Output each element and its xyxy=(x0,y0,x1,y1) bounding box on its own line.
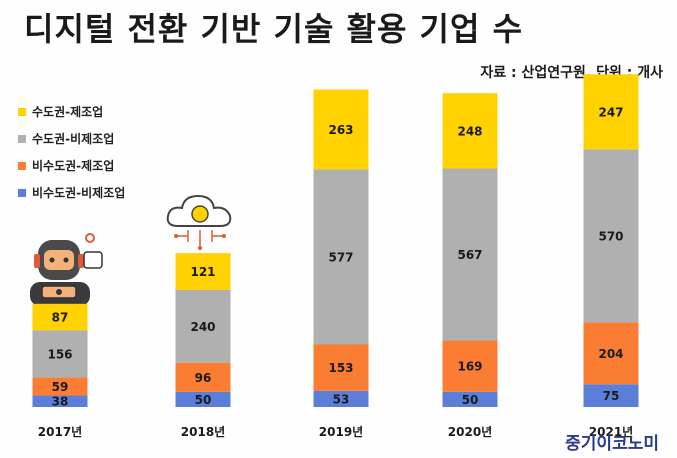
bar-segment xyxy=(175,289,231,363)
bar-segment xyxy=(313,344,369,391)
bar-segment xyxy=(32,303,88,331)
bar-segment xyxy=(583,149,639,323)
legend-item-capital-manufacturing: 수도권-제조업 xyxy=(18,98,125,125)
data-label: 153 xyxy=(328,361,353,375)
bar-segment xyxy=(442,391,498,407)
legend-swatch xyxy=(18,107,26,116)
bar-segment xyxy=(32,377,88,396)
data-label: 75 xyxy=(603,389,620,403)
data-label: 263 xyxy=(328,123,353,137)
legend-label: 비수도권-제조업 xyxy=(32,159,115,173)
x-tick-label: 2020년 xyxy=(448,425,492,439)
x-tick-label: 2019년 xyxy=(319,425,363,439)
x-tick-label: 2021년 xyxy=(589,425,633,439)
robot-icon xyxy=(30,233,103,306)
bar-segment xyxy=(175,362,231,392)
data-label: 96 xyxy=(195,371,212,385)
data-label: 87 xyxy=(52,311,69,325)
data-label: 156 xyxy=(47,347,72,361)
data-label: 121 xyxy=(190,265,215,279)
data-label: 204 xyxy=(598,347,623,361)
bar-segment xyxy=(313,169,369,345)
data-label: 59 xyxy=(52,380,69,394)
bar-segment xyxy=(313,390,369,407)
bar-segment xyxy=(583,322,639,385)
bar-segment xyxy=(583,74,639,150)
data-label: 567 xyxy=(457,248,482,262)
bar-segment xyxy=(175,391,231,407)
data-label: 247 xyxy=(598,105,623,119)
bar-segment xyxy=(442,93,498,169)
bar-segment xyxy=(442,168,498,341)
data-label: 577 xyxy=(328,250,353,264)
bar-segment xyxy=(313,89,369,170)
data-label: 570 xyxy=(598,229,623,243)
bar-segment xyxy=(175,253,231,290)
watermark: 중기이코노미 xyxy=(565,434,659,454)
x-tick-label: 2018년 xyxy=(181,425,225,439)
data-label: 38 xyxy=(52,395,69,409)
data-label: 240 xyxy=(190,320,215,334)
data-label: 248 xyxy=(457,124,482,138)
data-label: 50 xyxy=(462,393,479,407)
bar-segment xyxy=(442,340,498,392)
legend-item-noncapital-nonmanufacturing: 비수도권-비제조업 xyxy=(18,179,125,206)
legend-item-capital-nonmanufacturing: 수도권-비제조업 xyxy=(18,125,125,152)
legend: 수도권-제조업 수도권-비제조업 비수도권-제조업 비수도권-비제조업 xyxy=(18,98,125,206)
data-label: 169 xyxy=(457,360,482,374)
chart-title: 디지털 전환 기반 기술 활용 기업 수 xyxy=(24,10,524,48)
cloud-brain-icon xyxy=(166,194,232,250)
data-label: 53 xyxy=(333,392,350,406)
bar-segment xyxy=(583,384,639,407)
legend-item-noncapital-manufacturing: 비수도권-제조업 xyxy=(18,152,125,179)
legend-label: 수도권-비제조업 xyxy=(32,132,115,146)
legend-swatch xyxy=(18,134,26,143)
legend-label: 비수도권-비제조업 xyxy=(32,186,126,200)
legend-swatch xyxy=(18,188,26,197)
data-label: 50 xyxy=(195,393,212,407)
bar-segment xyxy=(32,330,88,378)
legend-swatch xyxy=(18,161,26,170)
bar-segment xyxy=(32,395,88,407)
x-tick-label: 2017년 xyxy=(38,425,82,439)
legend-label: 수도권-제조업 xyxy=(32,105,104,119)
